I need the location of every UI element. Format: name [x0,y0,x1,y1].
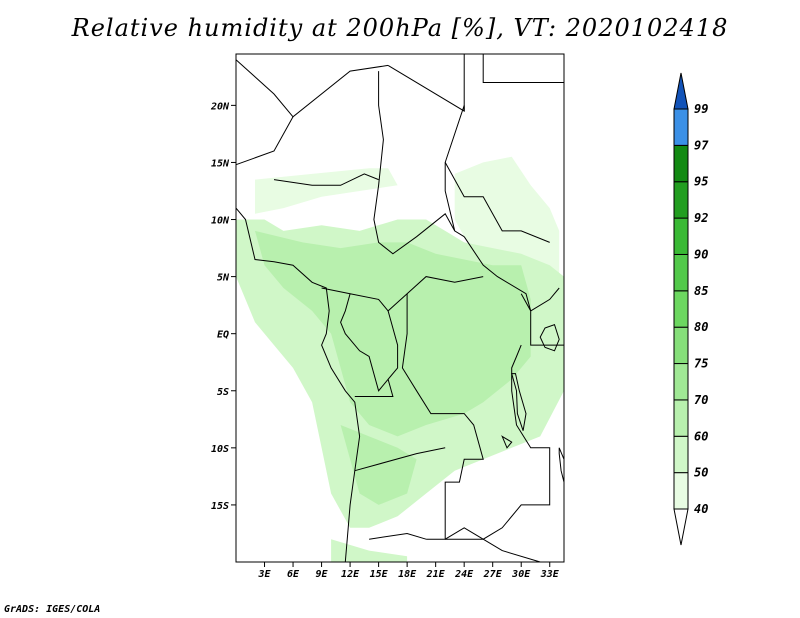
colorbar-label: 80 [694,320,708,334]
humidity-area [255,168,398,214]
map-title: Relative humidity at 200hPa [%], VT: 202… [71,14,729,42]
colorbar-label: 95 [694,175,708,189]
colorbar-label: 50 [694,466,708,480]
border-line [321,276,484,312]
border-line [235,116,294,166]
border-line [530,287,560,312]
colorbar-label: 40 [694,502,708,516]
colorbar-box [673,144,689,183]
lake-outline [558,447,565,483]
country-borders [235,54,565,563]
y-tick-label: 5S [217,387,229,398]
border-line [340,293,389,392]
border-line [444,162,550,243]
border-line [387,54,465,112]
border-line [463,236,532,312]
x-tick-label: 9E [316,569,329,580]
y-tick-label: 10S [211,444,229,455]
colorbar-label: 75 [694,357,708,371]
colorbar-box [673,435,689,474]
colorbar-box [673,253,689,292]
colorbar-top-arrow [673,72,689,110]
humidity-area [331,539,408,562]
lake-outline [511,373,527,431]
colorbar: 40 50 60 70 75 80 85 90 92 95 97 99 [673,72,709,546]
y-tick-label: 15S [211,501,229,512]
border-line [482,54,564,83]
border-line [354,310,399,397]
x-tick-label: 33E [540,569,560,580]
lake-outline [501,435,513,449]
humidity-area [340,425,417,505]
border-line [235,59,389,118]
x-tick-label: 6E [287,569,300,580]
x-tick-label: 30E [511,569,531,580]
x-tick-label: 24E [454,569,474,580]
y-tick-label: EQ [217,330,229,341]
colorbar-label: 90 [694,247,708,261]
border-line [520,293,564,346]
colorbar-box [673,326,689,365]
colorbar-label: 97 [694,138,709,152]
colorbar-label: 92 [694,211,708,225]
colorbar-label: 70 [694,393,708,407]
colorbar-bottom-arrow [673,508,689,546]
border-line [444,527,541,563]
colorbar-box [673,217,689,255]
border-line [369,532,427,540]
map-frame [235,53,565,563]
border-line [401,293,484,540]
colorbar-box [673,363,689,401]
colorbar-box [673,290,689,328]
y-tick-label: 5N [217,273,230,284]
colorbar-label: 99 [694,102,708,116]
x-tick-label: 18E [398,569,417,580]
x-tick-label: 21E [426,569,446,580]
x-tick-label: 12E [341,569,360,580]
colorbar-label: 85 [694,284,708,298]
colorbar-box [673,472,689,510]
x-tick-label: 27E [483,569,503,580]
colorbar-box [673,399,689,437]
border-line [354,447,446,472]
border-line [235,207,361,563]
x-tick-label: 15E [370,569,389,580]
grads-credit: GrADS: IGES/COLA [4,604,101,615]
lake-outline [539,323,560,352]
colorbar-box [673,108,689,146]
border-line [373,71,465,255]
y-axis-ticks: 20N 15N 10N 5N EQ 5S 10S 15S [210,101,236,512]
humidity-shading [236,156,564,562]
y-tick-label: 15N [211,158,230,169]
y-tick-label: 20N [210,101,230,112]
y-tick-label: 10N [211,216,230,227]
colorbar-label: 60 [694,429,708,443]
x-tick-label: 3E [257,569,271,580]
border-line [273,173,379,186]
humidity-area [255,230,531,437]
x-axis-ticks: 3E 6E 9E 12E 15E 18E 21E 24E 27E 30E 33E [257,562,560,580]
colorbar-box [673,181,689,219]
